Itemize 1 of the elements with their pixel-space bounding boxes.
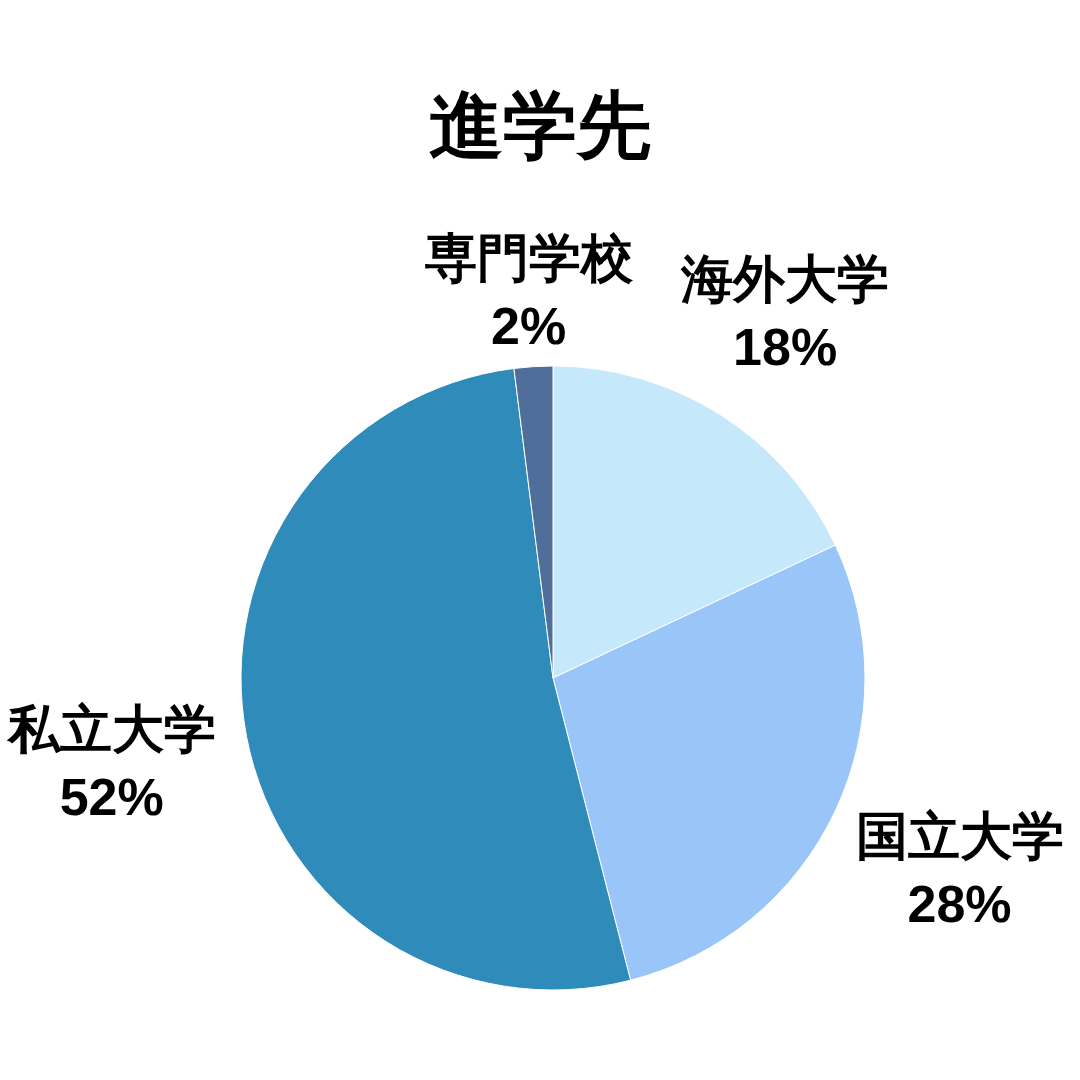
title: 進学先 bbox=[429, 83, 651, 167]
